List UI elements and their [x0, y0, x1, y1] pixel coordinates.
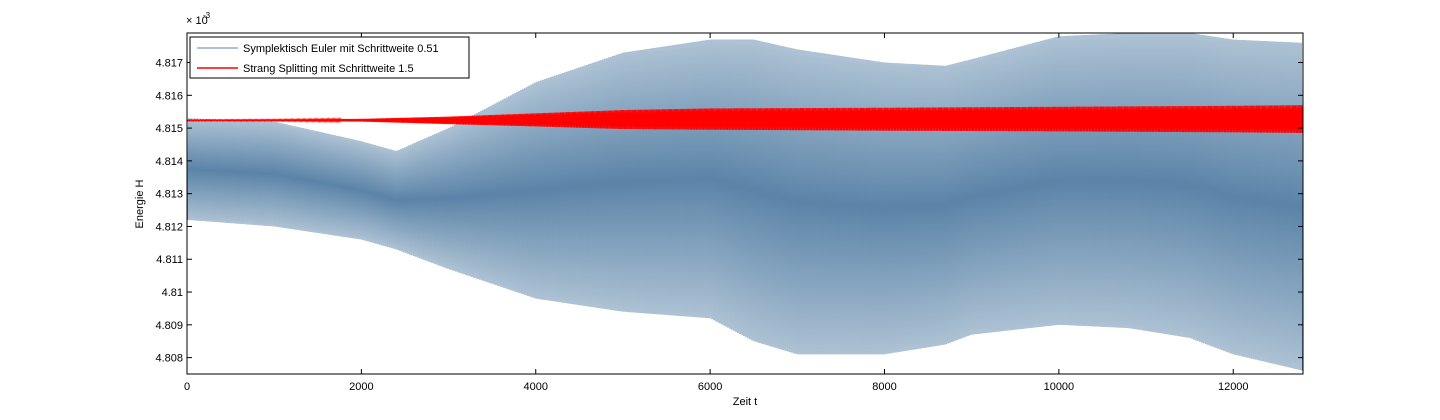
- series-strang-line: [187, 105, 1303, 134]
- x-tick-label: 10000: [1044, 381, 1075, 393]
- x-tick-label: 6000: [698, 381, 722, 393]
- legend: Symplektisch Euler mit Schrittweite 0.51…: [189, 36, 470, 79]
- y-tick-label: 4.813: [155, 189, 183, 201]
- y-tick-label: 4.811: [156, 254, 183, 266]
- legend-box: [189, 36, 470, 79]
- y-tick-label: 4.815: [155, 123, 183, 135]
- y-tick-label: 4.817: [155, 58, 183, 70]
- y-axis-label: Energie H: [134, 179, 146, 228]
- y-tick-label: 4.816: [155, 90, 183, 102]
- legend-entry-strang: Strang Splitting mit Schrittweite 1.5: [243, 63, 414, 75]
- y-tick-label: 4.812: [155, 221, 183, 233]
- data-layer: [187, 33, 1303, 371]
- x-axis-label: Zeit t: [733, 396, 757, 408]
- axes-box: [186, 32, 1304, 375]
- y-axis-ticks: 4.808 4.809 4.81 4.811 4.812 4.813 4.814 4.815 4…: [155, 58, 1303, 365]
- y-tick-label: 4.814: [155, 156, 183, 168]
- x-axis-ticks: 0 2000 4000 6000 8000 10000 12000: [184, 33, 1249, 393]
- y-exponent-base: × 10: [186, 15, 208, 27]
- legend-entry-euler: Symplektisch Euler mit Schrittweite 0.51: [243, 43, 439, 55]
- y-tick-label: 4.808: [155, 353, 183, 365]
- x-tick-label: 2000: [349, 381, 373, 393]
- x-tick-label: 4000: [524, 381, 548, 393]
- x-tick-label: 0: [184, 381, 190, 393]
- y-tick-label: 4.809: [155, 320, 183, 332]
- y-tick-label: 4.81: [162, 287, 183, 299]
- x-tick-label: 8000: [872, 381, 896, 393]
- x-tick-label: 12000: [1218, 381, 1249, 393]
- y-exponent: × 10 -3: [186, 11, 211, 27]
- y-exponent-power: -3: [203, 11, 211, 20]
- series-euler-line: [187, 33, 1303, 371]
